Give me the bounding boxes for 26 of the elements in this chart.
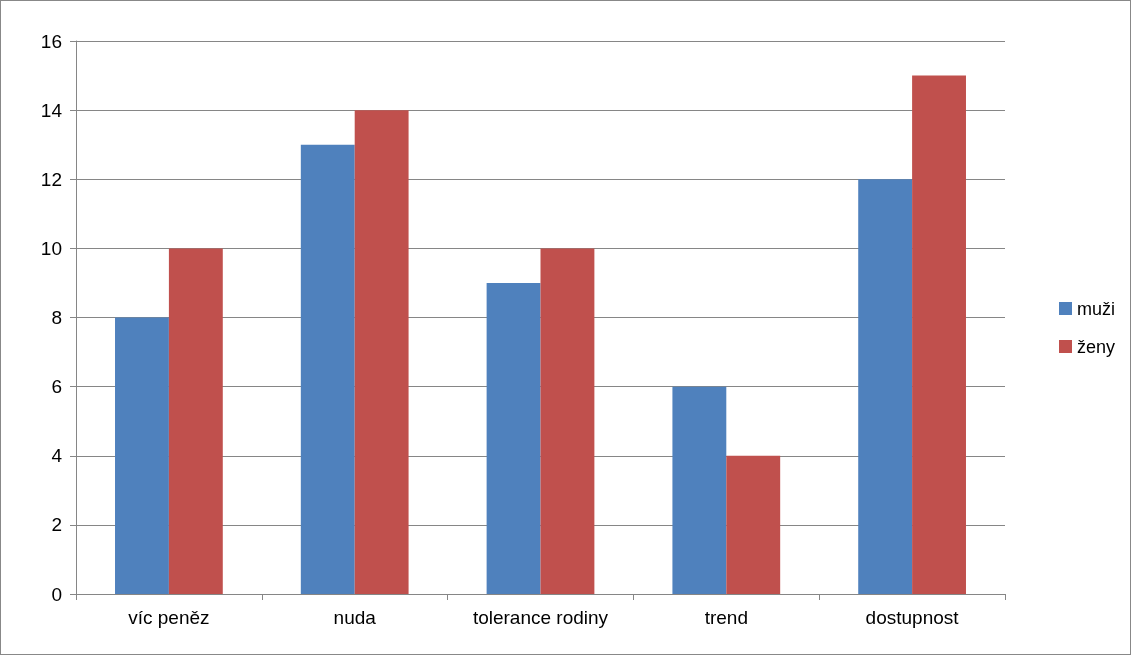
bar [486,282,541,594]
y-tick-label: 16 [40,30,62,52]
legend-label: muži [1076,298,1115,319]
y-tick-label: 10 [40,237,62,259]
y-tick-label: 8 [51,307,62,328]
legend-label: ženy [1076,336,1116,357]
bar [115,317,169,594]
x-tick-label: trend [704,607,748,628]
x-tick-label: víc peněz [128,607,210,628]
x-tick-label: tolerance rodiny [472,607,609,628]
y-tick-label: 14 [40,99,63,121]
bar [168,248,223,594]
x-tick-label: dostupnost [865,607,960,628]
y-tick-label: 6 [51,376,62,398]
bar [354,110,409,594]
bar [300,144,355,594]
x-tick-label: nuda [333,607,377,628]
y-tick-label: 4 [51,445,63,467]
bar [912,75,966,594]
y-tick-label: 2 [51,514,62,536]
bar [858,179,913,594]
y-tick-label: 12 [40,168,62,190]
bar [540,248,595,594]
bar [672,386,727,594]
y-tick-label: 0 [51,583,62,605]
bar [726,455,781,594]
